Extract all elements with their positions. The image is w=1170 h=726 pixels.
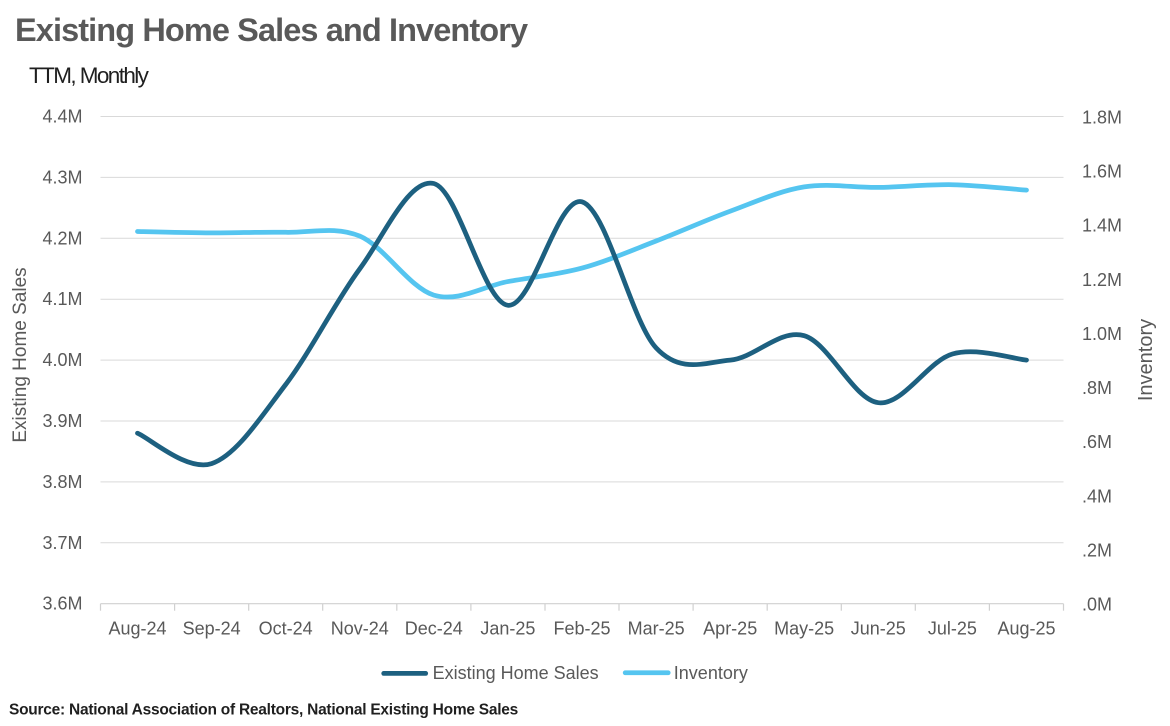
svg-text:Jun-25: Jun-25 (851, 619, 906, 639)
svg-text:4.0M: 4.0M (42, 350, 82, 370)
svg-text:Nov-24: Nov-24 (331, 619, 389, 639)
svg-text:Jul-25: Jul-25 (928, 619, 977, 639)
svg-text:Existing Home Sales: Existing Home Sales (10, 267, 31, 442)
svg-text:Inventory: Inventory (674, 663, 748, 683)
svg-text:Oct-24: Oct-24 (259, 619, 313, 639)
svg-text:Aug-24: Aug-24 (108, 619, 166, 639)
svg-text:1.4M: 1.4M (1082, 216, 1122, 236)
svg-text:.0M: .0M (1082, 595, 1112, 615)
svg-text:.6M: .6M (1082, 432, 1112, 452)
svg-text:4.2M: 4.2M (42, 228, 82, 248)
svg-text:Aug-25: Aug-25 (997, 619, 1055, 639)
svg-text:May-25: May-25 (774, 619, 834, 639)
svg-text:3.7M: 3.7M (42, 533, 82, 553)
svg-text:Dec-24: Dec-24 (405, 619, 463, 639)
svg-text:1.0M: 1.0M (1082, 324, 1122, 344)
svg-text:Apr-25: Apr-25 (703, 619, 757, 639)
svg-text:4.1M: 4.1M (42, 289, 82, 309)
svg-text:3.6M: 3.6M (42, 594, 82, 614)
svg-text:1.8M: 1.8M (1082, 107, 1122, 127)
svg-text:4.3M: 4.3M (42, 167, 82, 187)
svg-text:.8M: .8M (1082, 378, 1112, 398)
svg-text:.2M: .2M (1082, 541, 1112, 561)
svg-text:.4M: .4M (1082, 486, 1112, 506)
svg-text:3.9M: 3.9M (42, 411, 82, 431)
svg-text:Source: National Association o: Source: National Association of Realtors… (9, 702, 518, 719)
svg-text:TTM, Monthly: TTM, Monthly (29, 63, 150, 88)
svg-text:1.2M: 1.2M (1082, 270, 1122, 290)
svg-text:Sep-24: Sep-24 (183, 619, 241, 639)
svg-text:Inventory: Inventory (1135, 319, 1157, 401)
svg-text:Existing Home Sales and Invent: Existing Home Sales and Inventory (15, 12, 528, 48)
svg-text:Mar-25: Mar-25 (628, 619, 685, 639)
svg-text:4.4M: 4.4M (42, 107, 82, 127)
svg-text:Jan-25: Jan-25 (480, 619, 535, 639)
svg-text:Existing Home Sales: Existing Home Sales (433, 663, 599, 683)
svg-text:Feb-25: Feb-25 (553, 619, 610, 639)
svg-text:1.6M: 1.6M (1082, 162, 1122, 182)
svg-text:3.8M: 3.8M (42, 472, 82, 492)
